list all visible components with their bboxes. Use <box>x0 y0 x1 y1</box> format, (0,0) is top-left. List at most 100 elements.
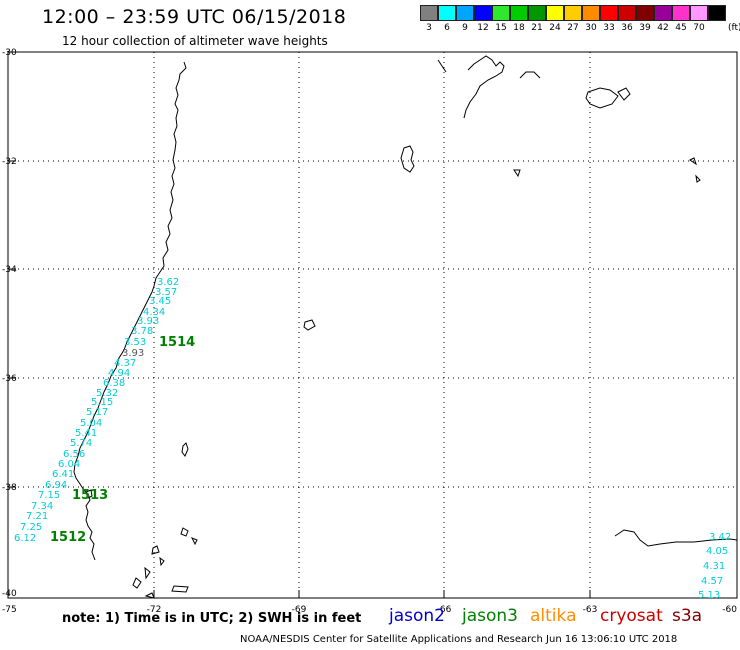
legend-bin: 36 <box>618 5 636 34</box>
legend-swatch <box>708 5 726 21</box>
wave-height-value: 4.94 <box>108 368 130 379</box>
island-l <box>513 169 521 178</box>
legend-label: 21 <box>531 23 543 33</box>
wave-height-value: 4.34 <box>143 307 165 318</box>
wave-height-value: 5.32 <box>96 388 118 399</box>
legend-bin: 21 <box>528 5 546 34</box>
wave-height-value: 7.25 <box>20 522 42 533</box>
lon-tick-label: -66 <box>437 605 452 615</box>
wave-height-value: 5.41 <box>75 428 97 439</box>
coastline <box>73 55 738 599</box>
legend-swatch <box>492 5 510 21</box>
island-c <box>180 527 189 537</box>
legend-swatch <box>546 5 564 21</box>
lon-tick-label: -75 <box>2 605 17 615</box>
legend-swatch <box>618 5 636 21</box>
lon-tick-label: -72 <box>147 605 162 615</box>
lat-tick-label: -34 <box>2 265 17 275</box>
wave-height-value: 7.15 <box>38 490 60 501</box>
wave-height-value: 6.94 <box>45 480 67 491</box>
wave-height-value: 5.74 <box>70 438 92 449</box>
legend-bin: 45 <box>672 5 690 34</box>
map-title: 12:00 – 23:59 UTC 06/15/2018 <box>42 6 347 28</box>
wave-height-value: 4.31 <box>703 561 725 572</box>
wave-height-value: 4.37 <box>114 358 136 369</box>
wave-height-value: 7.21 <box>26 511 48 522</box>
wave-height-value: 6.04 <box>58 459 80 470</box>
satellite-name: s3a <box>672 606 703 626</box>
legend-swatch <box>438 5 456 21</box>
legend-bin: 18 <box>510 5 528 34</box>
wave-height-value: 3.45 <box>149 296 171 307</box>
legend-label: 70 <box>693 23 705 33</box>
island-g <box>144 566 151 580</box>
east-wave-labels: 3.42 4.05 4.31 4.57 5.13 <box>698 532 731 601</box>
legend-bin: 42 <box>654 5 672 34</box>
wave-height-value: 3.93 <box>137 316 159 327</box>
footnote: note: 1) Time is in UTC; 2) SWH is in fe… <box>62 611 362 626</box>
wave-height-value: 6.56 <box>63 449 85 460</box>
southern-africa-coast <box>400 55 541 173</box>
lat-tick-label: -38 <box>2 483 17 493</box>
satellite-name: cryosat <box>600 606 663 626</box>
wave-height-value: 7.34 <box>31 501 53 512</box>
island-i <box>171 585 189 593</box>
lon-tick-label: -60 <box>722 605 737 615</box>
graticule <box>8 52 737 598</box>
island-juan-fernandez <box>303 319 316 331</box>
wave-height-value: 3.62 <box>157 277 179 288</box>
pass-number: 1513 <box>72 488 108 503</box>
wave-height-value: 4.05 <box>706 546 728 557</box>
southern-peninsula <box>614 529 738 547</box>
wave-height-value: 5.13 <box>698 590 720 601</box>
legend-label: 3 <box>426 23 432 33</box>
island-d <box>190 537 198 546</box>
legend-swatch <box>582 5 600 21</box>
legend-bin <box>708 5 726 34</box>
legend-bin: 3 <box>420 5 438 34</box>
legend-swatch <box>600 5 618 21</box>
legend-label: 33 <box>603 23 615 33</box>
map-frame <box>7 51 738 599</box>
wave-height-value: 3.78 <box>131 326 153 337</box>
satellite-name: jason3 <box>462 606 518 626</box>
legend-bin: 39 <box>636 5 654 34</box>
legend-label: 12 <box>477 23 489 33</box>
legend-swatch <box>528 5 546 21</box>
wave-height-value: 6.41 <box>52 469 74 480</box>
legend-swatch <box>420 5 438 21</box>
legend-label: 9 <box>462 23 468 33</box>
legend-bin: 33 <box>600 5 618 34</box>
legend-unit: (ft) <box>728 23 740 33</box>
island-h <box>132 577 142 589</box>
satellite-name: jason2 <box>389 606 445 626</box>
axis-ticks: -30 -32 -34 -36 -38 -40 -75 -72 -69 -66 -63 -60 <box>2 48 738 615</box>
legend-label: 6 <box>444 23 450 33</box>
legend-swatch <box>672 5 690 21</box>
lon-tick-label: -69 <box>292 605 307 615</box>
legend-bin: 27 <box>564 5 582 34</box>
legend-label: 30 <box>585 23 597 33</box>
island-a <box>181 442 189 457</box>
pass-number-labels: 1514 1513 1512 <box>50 335 195 545</box>
legend-bin: 15 <box>492 5 510 34</box>
lat-tick-label: -36 <box>2 374 17 384</box>
legend-bin: 70 <box>690 5 708 34</box>
legend-swatch <box>690 5 708 21</box>
wave-height-value: 5.15 <box>91 397 113 408</box>
legend-label: 18 <box>513 23 525 33</box>
wave-height-value: 3.53 <box>124 337 146 348</box>
island-m <box>689 157 701 183</box>
wave-height-value: 3.93 <box>122 348 144 359</box>
wave-height-value: 6.12 <box>14 533 36 544</box>
legend-label: 42 <box>657 23 669 33</box>
legend-swatch <box>564 5 582 21</box>
coastal-wave-labels: 3.623.573.454.343.933.783.533.934.374.94… <box>14 277 179 544</box>
legend-swatch <box>654 5 672 21</box>
wave-height-value: 5.17 <box>86 407 108 418</box>
legend-label: 24 <box>549 23 561 33</box>
wave-height-value: 3.57 <box>155 287 177 298</box>
wave-height-value: 3.42 <box>709 532 731 543</box>
